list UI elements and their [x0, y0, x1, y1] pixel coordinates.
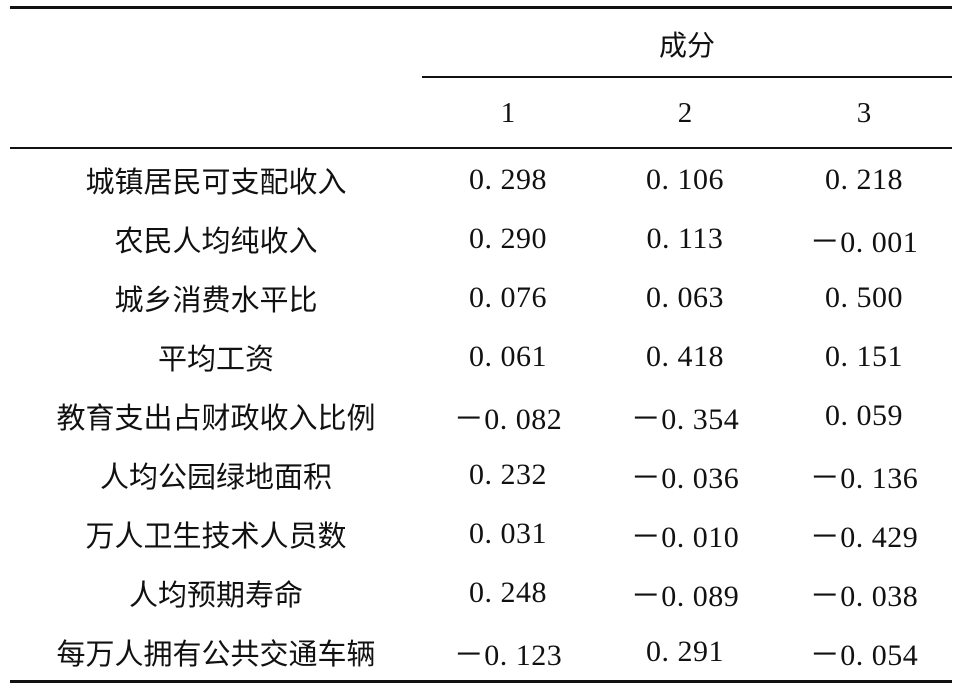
row-value-component-3: 0. 500 — [825, 280, 903, 314]
row-value-component-2: －0. 354 — [630, 402, 740, 436]
row-value-component-1: 0. 232 — [469, 457, 547, 491]
row-value-component-2: －0. 036 — [630, 461, 740, 495]
row-label: 人均公园绿地面积 — [99, 459, 332, 494]
row-value-component-2: 0. 291 — [646, 634, 724, 668]
row-label: 每万人拥有公共交通车辆 — [56, 636, 376, 671]
table-row: 每万人拥有公共交通车辆 －0. 123 0. 291 －0. 054 — [0, 622, 958, 681]
column-header-1: 1 — [500, 96, 516, 129]
row-label: 万人卫生技术人员数 — [85, 518, 347, 553]
row-value-component-2: －0. 089 — [630, 579, 740, 613]
row-value-component-3: －0. 136 — [809, 461, 919, 495]
row-value-component-1: －0. 082 — [453, 402, 563, 436]
table-row: 农民人均纯收入 0. 290 0. 113 －0. 001 — [0, 209, 958, 268]
row-value-component-3: －0. 038 — [809, 579, 919, 613]
group-header-rule — [422, 76, 952, 78]
row-value-component-2: 0. 063 — [646, 280, 724, 314]
row-label: 人均预期寿命 — [128, 577, 303, 612]
table-row: 平均工资 0. 061 0. 418 0. 151 — [0, 327, 958, 386]
table-bottom-rule — [10, 680, 952, 683]
group-header-component: 成分 — [658, 29, 715, 62]
column-header-2: 2 — [677, 96, 693, 129]
row-value-component-2: 0. 113 — [646, 221, 724, 255]
table-row: 城乡消费水平比 0. 076 0. 063 0. 500 — [0, 268, 958, 327]
row-value-component-3: 0. 151 — [825, 339, 903, 373]
table-row: 城镇居民可支配收入 0. 298 0. 106 0. 218 — [0, 150, 958, 209]
row-value-component-3: －0. 429 — [809, 520, 919, 554]
row-value-component-1: 0. 076 — [469, 280, 547, 314]
header-bottom-rule — [10, 147, 952, 149]
row-label: 平均工资 — [157, 341, 274, 376]
row-value-component-1: 0. 061 — [469, 339, 547, 373]
column-header-3: 3 — [856, 96, 872, 129]
row-label: 农民人均纯收入 — [114, 223, 318, 258]
row-value-component-2: 0. 418 — [646, 339, 724, 373]
row-value-component-1: 0. 290 — [469, 221, 547, 255]
row-label: 城镇居民可支配收入 — [85, 164, 347, 199]
row-label: 城乡消费水平比 — [114, 282, 318, 317]
row-value-component-2: －0. 010 — [630, 520, 740, 554]
table-row: 教育支出占财政收入比例 －0. 082 －0. 354 0. 059 — [0, 386, 958, 445]
table-row: 人均预期寿命 0. 248 －0. 089 －0. 038 — [0, 563, 958, 622]
table-top-rule — [10, 6, 952, 9]
row-value-component-1: 0. 031 — [469, 516, 547, 550]
row-label: 教育支出占财政收入比例 — [56, 400, 376, 435]
row-value-component-2: 0. 106 — [646, 162, 724, 196]
table-row: 人均公园绿地面积 0. 232 －0. 036 －0. 136 — [0, 445, 958, 504]
row-value-component-3: 0. 059 — [825, 398, 903, 432]
row-value-component-3: －0. 001 — [809, 225, 919, 259]
table-row: 万人卫生技术人员数 0. 031 －0. 010 －0. 429 — [0, 504, 958, 563]
row-value-component-3: －0. 054 — [809, 638, 919, 672]
row-value-component-1: 0. 248 — [469, 575, 547, 609]
row-value-component-1: 0. 298 — [469, 162, 547, 196]
row-value-component-3: 0. 218 — [825, 162, 903, 196]
row-value-component-1: －0. 123 — [453, 638, 563, 672]
